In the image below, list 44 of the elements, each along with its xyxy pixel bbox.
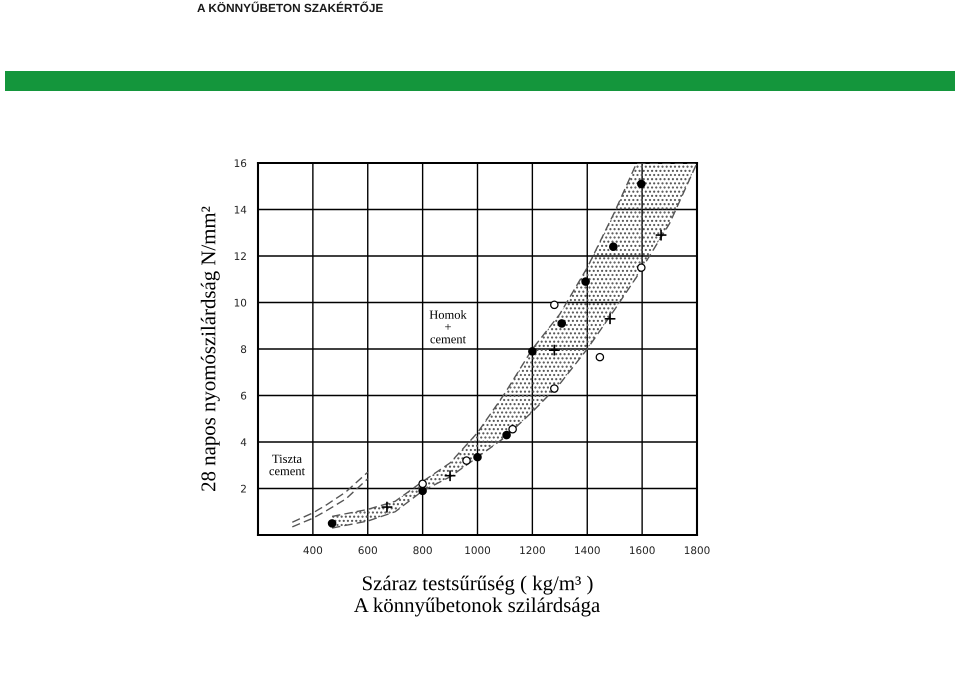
x-tick-label: 600	[358, 546, 377, 554]
x-tick-label: 800	[413, 546, 432, 554]
point	[609, 242, 618, 251]
y-axis-title: 28 napos nyomószilárdság N/mm²	[200, 206, 220, 491]
y-tick-label: 6	[240, 392, 246, 400]
point	[418, 486, 427, 496]
x-tick-label: 1600	[630, 546, 655, 554]
y-tick-label: 10	[234, 298, 246, 307]
point	[528, 347, 537, 356]
x-tick-label: 400	[303, 546, 322, 554]
point	[418, 480, 427, 488]
point	[328, 519, 336, 528]
point	[548, 344, 561, 356]
annotation: Tiszta cement	[269, 454, 305, 476]
x-axis-title: Száraz testsűrűség ( kg/m³ )	[362, 576, 593, 595]
x-tick-label: 1000	[465, 546, 490, 554]
point	[502, 430, 511, 440]
text: A könnyűbetonok szilárdsága	[354, 598, 600, 616]
point	[380, 500, 394, 514]
point	[444, 470, 456, 482]
point	[550, 300, 559, 310]
text: A KÖNNYŰBETON SZAKÉRTŐJE	[197, 2, 383, 12]
y-tick-label: 2	[241, 484, 246, 492]
point	[604, 312, 616, 325]
point	[637, 180, 646, 188]
y-tick-label: 12	[234, 252, 246, 260]
point	[473, 452, 482, 462]
point	[637, 263, 646, 272]
x-tick-label: 1200	[520, 546, 545, 554]
point	[508, 424, 517, 434]
point	[550, 384, 559, 393]
line-series	[292, 478, 368, 528]
point	[462, 456, 471, 465]
point	[557, 319, 566, 328]
y-tick-label: 14	[234, 206, 246, 214]
x-tick-label: 1400	[575, 546, 600, 554]
point	[654, 228, 668, 242]
y-tick-label: 4	[240, 438, 246, 446]
annotation: Homok + cement	[430, 310, 467, 344]
y-tick-label: 16	[234, 159, 246, 168]
point	[596, 352, 604, 362]
x-tick-label: 1800	[684, 546, 710, 554]
y-tick-label: 8	[240, 345, 246, 354]
point	[581, 277, 590, 286]
